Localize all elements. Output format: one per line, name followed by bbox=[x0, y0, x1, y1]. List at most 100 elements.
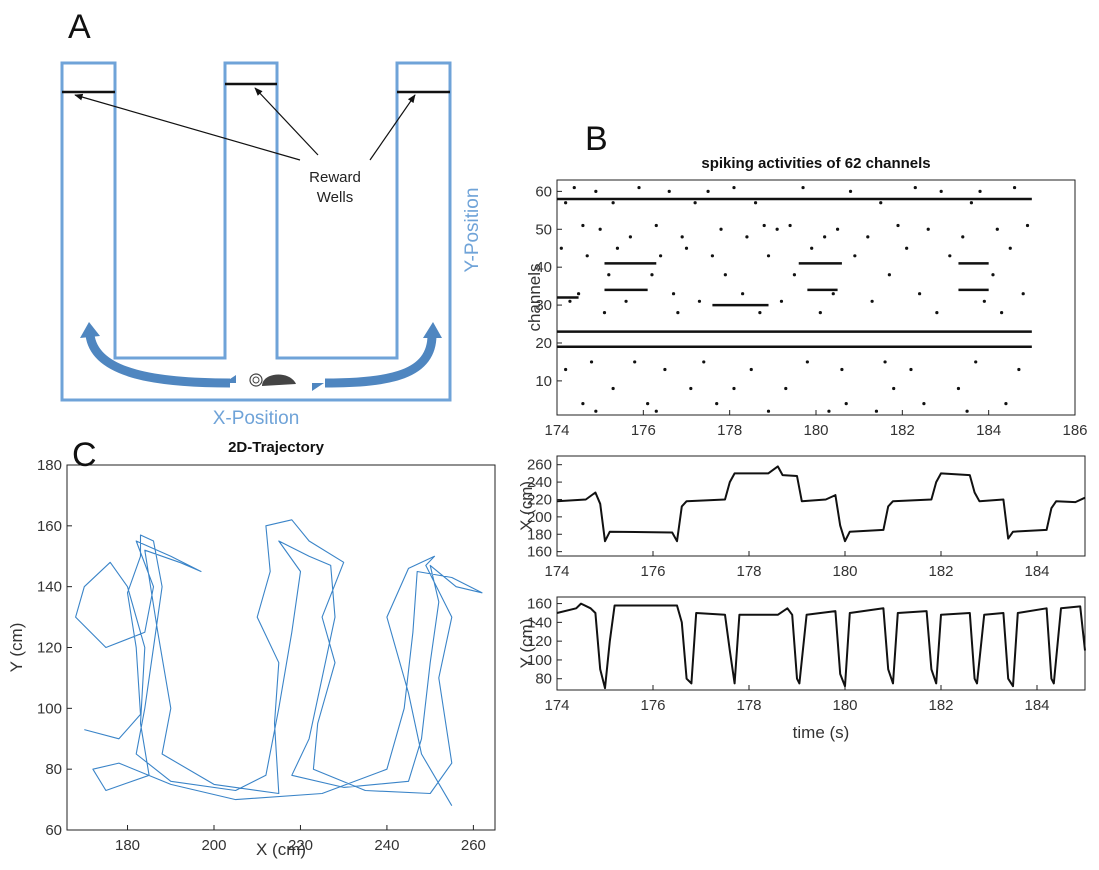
spike bbox=[710, 254, 715, 258]
spike bbox=[611, 386, 615, 391]
y-tick-label: 180 bbox=[527, 526, 552, 543]
spike bbox=[870, 299, 874, 303]
x-tick-label: 174 bbox=[544, 422, 569, 439]
x-tick-label: 178 bbox=[736, 563, 761, 580]
spike bbox=[827, 409, 831, 413]
spike bbox=[896, 223, 900, 228]
x-tick-label: 174 bbox=[544, 563, 569, 580]
y-tick-label: 240 bbox=[527, 474, 552, 491]
spike bbox=[741, 292, 745, 296]
spike bbox=[732, 185, 736, 190]
spike bbox=[792, 273, 797, 277]
spike bbox=[749, 367, 753, 372]
spike bbox=[697, 299, 702, 303]
spike bbox=[576, 292, 581, 296]
spike bbox=[753, 201, 758, 205]
spike bbox=[805, 360, 809, 364]
spike bbox=[848, 189, 853, 193]
flow-arrow bbox=[324, 334, 437, 388]
chart-title: spiking activities of 62 channels bbox=[701, 155, 930, 172]
x-axis-label: X (cm) bbox=[256, 840, 306, 859]
arrow bbox=[254, 87, 319, 156]
spike bbox=[766, 254, 771, 258]
spike bbox=[1017, 367, 1021, 372]
y-tick-label: 100 bbox=[527, 652, 552, 669]
spike bbox=[689, 386, 693, 391]
spike bbox=[939, 189, 943, 193]
x-tick-label: 260 bbox=[461, 837, 486, 854]
y-tick-label: 160 bbox=[37, 518, 62, 535]
spike bbox=[879, 201, 883, 205]
spike bbox=[948, 254, 952, 258]
spike bbox=[835, 227, 840, 231]
chart-title: 2D-Trajectory bbox=[228, 439, 325, 456]
spike bbox=[801, 185, 805, 190]
data-line bbox=[556, 602, 1086, 690]
spike bbox=[624, 299, 628, 303]
spike bbox=[598, 227, 602, 231]
spike bbox=[628, 235, 632, 239]
y-tick-label: 120 bbox=[37, 640, 62, 657]
spike bbox=[676, 311, 680, 315]
data-line bbox=[75, 519, 483, 806]
spike bbox=[883, 360, 887, 364]
spike bbox=[572, 185, 576, 190]
spike bbox=[663, 367, 667, 372]
spike bbox=[723, 273, 727, 277]
y-tick-label: 260 bbox=[527, 457, 552, 474]
charts: 180 200 220 240 26060801001201401601802D-Tra… bbox=[7, 120, 1088, 859]
spike bbox=[969, 201, 974, 205]
x-position-label: X-Position bbox=[213, 408, 300, 429]
flow-tips bbox=[224, 375, 324, 391]
x-tick-label: 182 bbox=[890, 422, 915, 439]
y-tick-label: 10 bbox=[535, 373, 552, 390]
callout: Wells bbox=[317, 189, 353, 206]
flow-arrow bbox=[85, 334, 231, 388]
spike bbox=[581, 402, 585, 406]
spike bbox=[995, 227, 999, 231]
spike bbox=[779, 299, 784, 303]
x-tick-label: 180 bbox=[803, 422, 828, 439]
spike bbox=[892, 386, 896, 391]
spike bbox=[1025, 223, 1030, 228]
spike bbox=[978, 189, 982, 193]
spike bbox=[693, 201, 697, 205]
spike bbox=[650, 273, 654, 277]
y-tick-label: 40 bbox=[535, 259, 552, 276]
spike bbox=[887, 273, 891, 277]
y-tick-label: 100 bbox=[37, 700, 62, 717]
spike bbox=[671, 292, 676, 296]
spike bbox=[956, 386, 961, 391]
y-tick-label: 80 bbox=[45, 761, 62, 778]
spike bbox=[766, 409, 771, 413]
data-line bbox=[556, 465, 1086, 543]
x-axis-label: time (s) bbox=[793, 723, 850, 742]
x-tick-label: 180 bbox=[115, 837, 140, 854]
x-tick-label: 182 bbox=[928, 563, 953, 580]
spike bbox=[853, 254, 857, 258]
y-position-label: Y-Position bbox=[462, 188, 483, 273]
spike bbox=[909, 367, 913, 372]
spike bbox=[758, 311, 762, 315]
spike bbox=[974, 360, 978, 364]
flow-arrow-head bbox=[423, 322, 442, 338]
x-tick-label: 184 bbox=[1024, 697, 1049, 714]
x-tick-label: 178 bbox=[736, 697, 761, 714]
x-tick-label: 176 bbox=[640, 697, 665, 714]
spike bbox=[1004, 402, 1008, 406]
spike bbox=[607, 273, 611, 277]
spike bbox=[715, 402, 719, 406]
spike bbox=[654, 409, 658, 413]
spike bbox=[680, 235, 684, 239]
spike bbox=[719, 227, 723, 231]
y-axis-label: channels bbox=[525, 263, 544, 331]
spike bbox=[818, 311, 822, 315]
spike bbox=[615, 246, 620, 250]
x-tick-label: 186 bbox=[1062, 422, 1087, 439]
spike bbox=[568, 299, 572, 303]
spike bbox=[633, 360, 637, 364]
y-tick-label: 160 bbox=[527, 596, 552, 613]
spike bbox=[840, 367, 844, 372]
